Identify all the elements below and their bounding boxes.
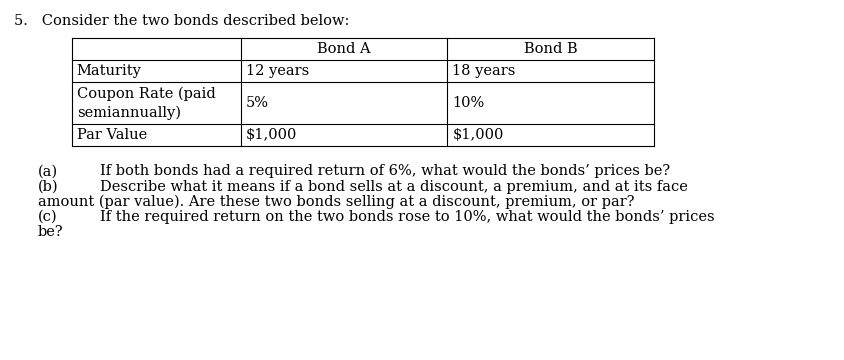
Text: (c): (c)	[38, 210, 57, 224]
Text: 5.   Consider the two bonds described below:: 5. Consider the two bonds described belo…	[14, 14, 349, 28]
Text: be?: be?	[38, 225, 63, 238]
Text: 18 years: 18 years	[452, 64, 516, 78]
Text: 5%: 5%	[246, 96, 268, 110]
Text: Coupon Rate (paid
semiannually): Coupon Rate (paid semiannually)	[77, 87, 215, 120]
Text: $1,000: $1,000	[452, 128, 504, 142]
Text: Bond B: Bond B	[524, 42, 577, 56]
Text: If both bonds had a required return of 6%, what would the bonds’ prices be?: If both bonds had a required return of 6…	[100, 165, 670, 179]
Text: Describe what it means if a bond sells at a discount, a premium, and at its face: Describe what it means if a bond sells a…	[100, 180, 688, 194]
Text: (a): (a)	[38, 165, 58, 179]
Text: Bond A: Bond A	[317, 42, 371, 56]
Text: $1,000: $1,000	[246, 128, 297, 142]
Text: If the required return on the two bonds rose to 10%, what would the bonds’ price: If the required return on the two bonds …	[100, 210, 715, 224]
Text: (b): (b)	[38, 180, 58, 194]
Text: amount (par value). Are these two bonds selling at a discount, premium, or par?: amount (par value). Are these two bonds …	[38, 194, 635, 209]
Text: 10%: 10%	[452, 96, 484, 110]
Text: 12 years: 12 years	[246, 64, 309, 78]
Text: Par Value: Par Value	[77, 128, 147, 142]
Text: Maturity: Maturity	[77, 64, 142, 78]
